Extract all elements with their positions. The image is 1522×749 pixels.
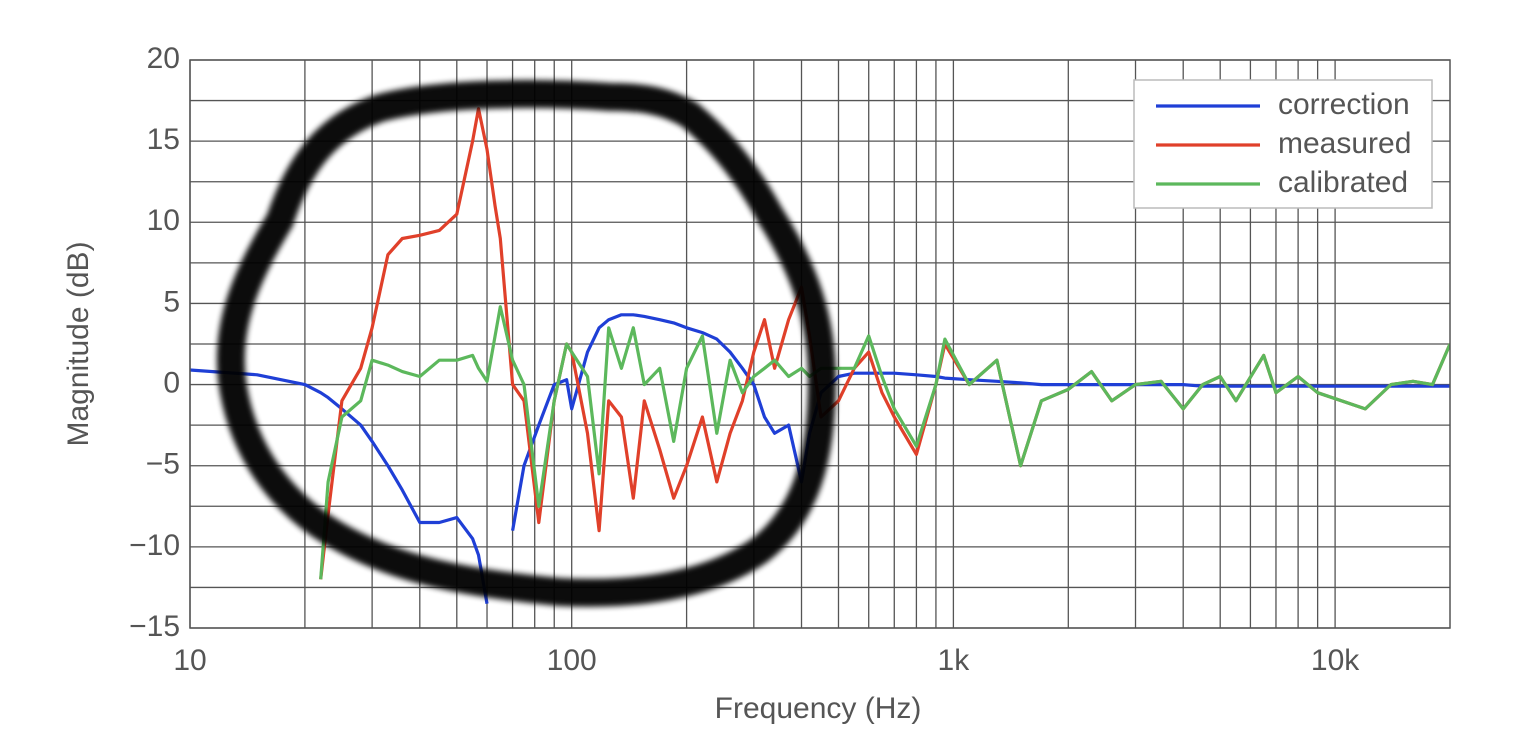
legend-label: measured bbox=[1278, 127, 1411, 160]
y-tick-label: 15 bbox=[147, 123, 180, 156]
x-tick-label: 10k bbox=[1311, 644, 1360, 677]
ink-annotation bbox=[216, 80, 836, 607]
y-tick-label: −5 bbox=[146, 448, 180, 481]
y-tick-label: 20 bbox=[147, 42, 180, 75]
y-tick-label: −10 bbox=[129, 529, 180, 562]
legend-label: correction bbox=[1278, 88, 1410, 121]
x-tick-label: 100 bbox=[547, 644, 597, 677]
legend-label: calibrated bbox=[1278, 166, 1408, 199]
y-tick-label: 5 bbox=[163, 285, 180, 318]
x-tick-label: 1k bbox=[938, 644, 971, 677]
y-tick-label: 0 bbox=[163, 366, 180, 399]
y-tick-label: 10 bbox=[147, 204, 180, 237]
y-tick-label: −15 bbox=[129, 610, 180, 643]
y-axis-label: Magnitude (dB) bbox=[62, 241, 95, 446]
x-tick-label: 10 bbox=[173, 644, 206, 677]
series-line bbox=[190, 313, 1450, 604]
x-axis-label: Frequency (Hz) bbox=[715, 692, 922, 725]
plot-frame bbox=[189, 59, 1451, 629]
series-line bbox=[319, 305, 1450, 580]
